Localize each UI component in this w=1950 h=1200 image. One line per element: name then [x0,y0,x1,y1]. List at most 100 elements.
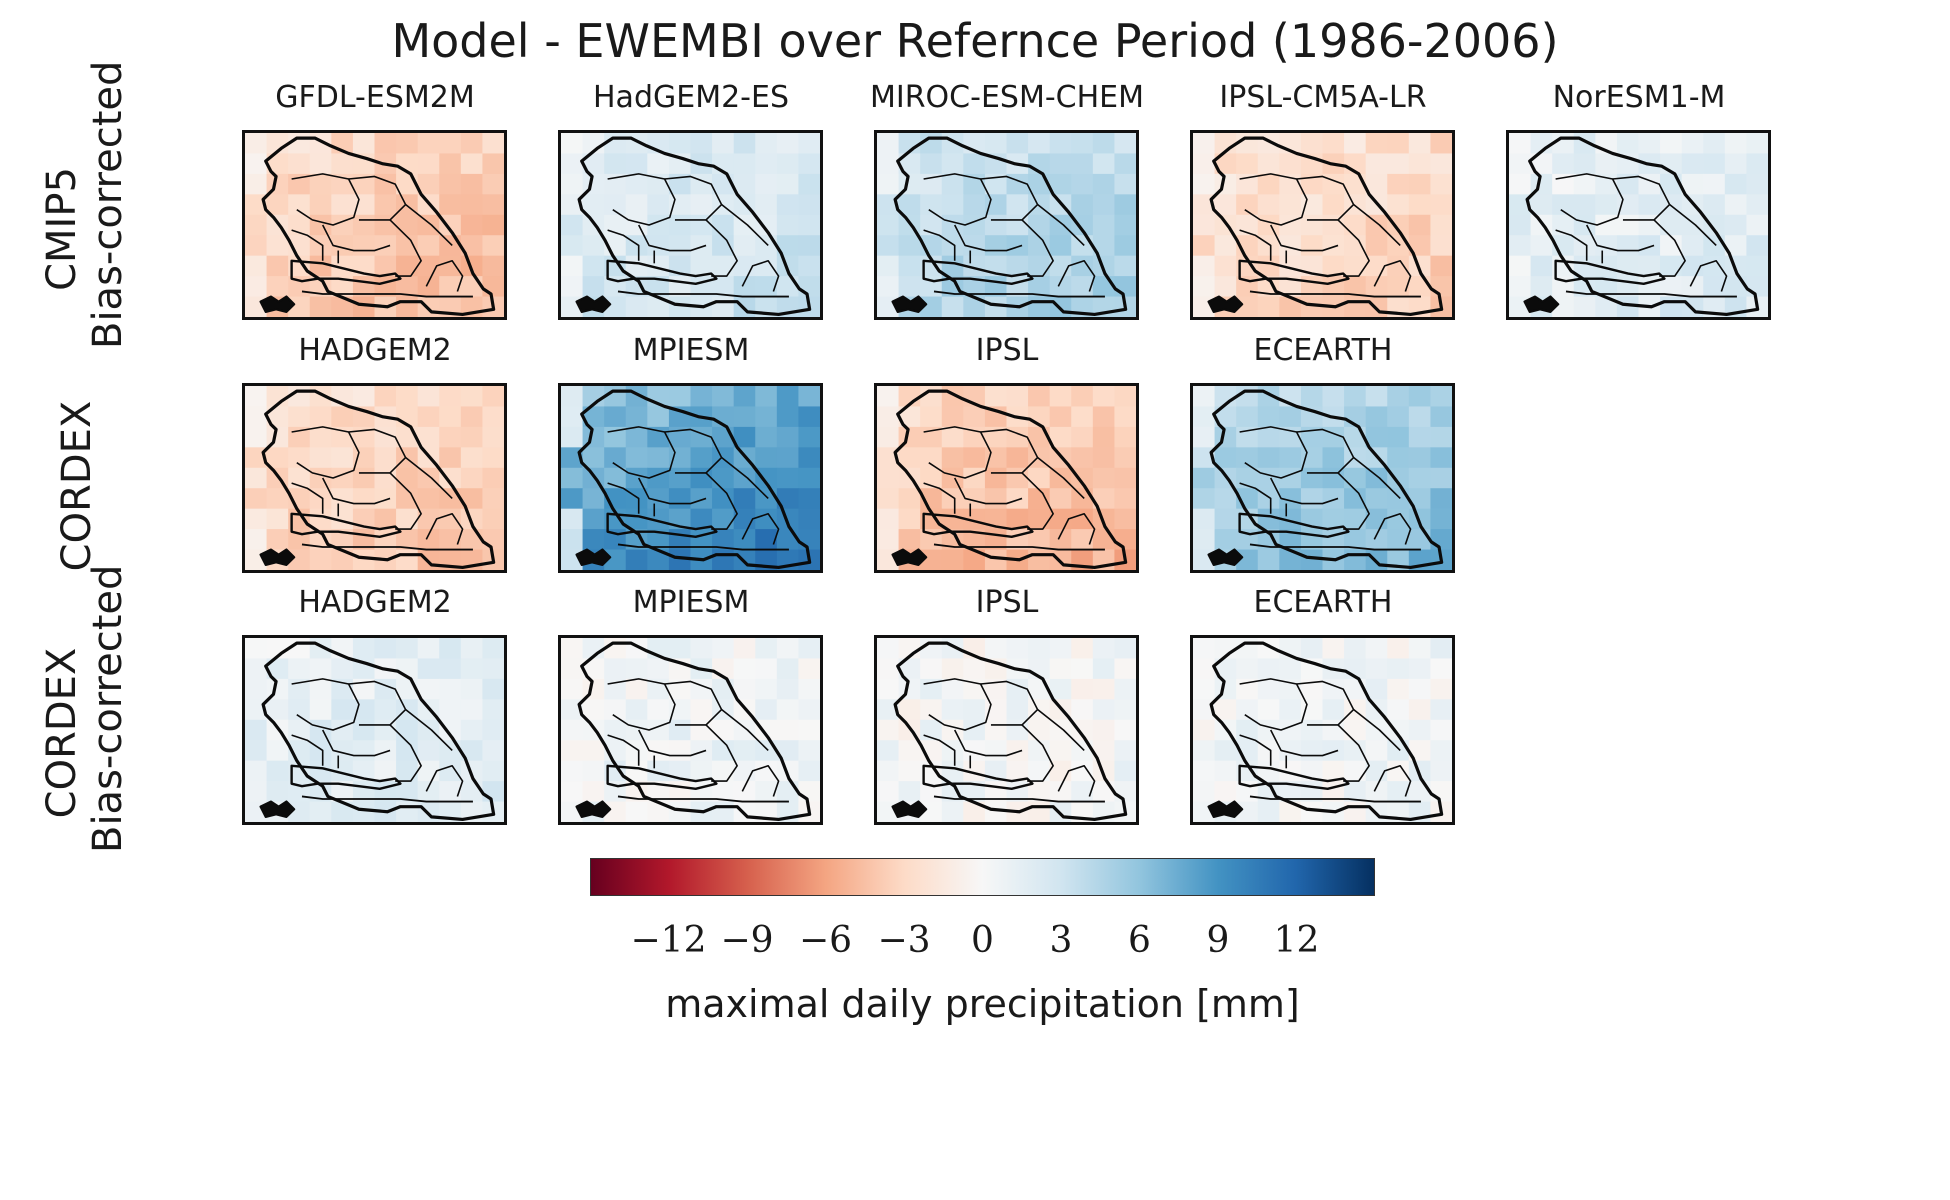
region-border [1297,681,1354,724]
grid-cell [963,296,986,317]
grid-cell [755,508,778,530]
grid-cell [561,760,584,782]
grid-cell [625,214,648,236]
grid-cell [776,508,799,530]
grid-cell [1006,719,1029,741]
region-border [406,205,453,246]
grid-cell [288,549,311,570]
grid-cell [798,447,820,469]
region-border [292,679,359,730]
panel-title: MPIESM [632,585,750,620]
grid-cell [798,255,820,277]
grid-cell [877,467,900,489]
grid-cell [1300,467,1324,489]
region-border [608,174,675,225]
grid-cell [941,508,964,530]
country-border [1211,391,1442,567]
grid-cell [245,173,268,195]
grid-cell [1092,467,1115,489]
grid-cell [1365,386,1388,407]
region-border [924,483,955,514]
grid-cell [1387,658,1410,680]
grid-cell [309,678,332,700]
grid-cell [1408,508,1431,530]
grid-cell [776,467,799,489]
grid-cell [755,153,778,175]
grid-cell [1408,406,1431,428]
grid-cell [1279,488,1302,510]
grid-cell [1071,760,1094,782]
grid-cell [561,255,584,277]
grid-cell [352,699,376,721]
grid-cell [1322,235,1345,257]
grid-cell [1509,173,1532,195]
grid-cell [1430,447,1452,469]
grid-cell [712,276,735,298]
grid-cell [1408,760,1431,782]
grid-cell [1049,235,1072,257]
region-border [1690,261,1726,292]
grid-cell [1703,133,1726,154]
grid-cell [460,467,483,489]
grid-cell [776,760,799,782]
grid-cell [482,133,504,154]
grid-cell [920,406,943,428]
grid-cell [1387,488,1410,510]
region-border [292,174,359,225]
grid-cell [604,699,627,721]
grid-cell [396,235,419,257]
map-svg [245,133,504,317]
grid-cell [1092,194,1115,216]
grid-cell [1214,276,1237,298]
grid-cell [482,214,504,236]
grid-cell [1114,699,1136,721]
grid-cell [1092,678,1115,700]
grid-cell [1071,658,1094,680]
grid-cell [396,529,419,551]
grid-cell [941,549,964,570]
grid-cell [1236,801,1259,822]
grid-cell [1595,194,1618,216]
grid-cell [1279,276,1302,298]
grid-cell [877,719,900,741]
grid-cell [1430,235,1452,257]
grid-cell [352,214,376,236]
grid-cell [417,719,440,741]
gambia-border [924,766,1033,789]
grid-cell [1257,658,1280,680]
grid-cell [1214,760,1237,782]
grid-cell [1387,467,1410,489]
grid-cell [1071,386,1094,407]
region-border [292,735,323,766]
grid-cell [245,386,268,407]
grid-cell [668,194,692,216]
grid-cell [309,760,332,782]
grid-cell [647,235,670,257]
grid-cell [1408,467,1431,489]
grid-cell [374,255,397,277]
region-border [722,458,769,499]
region-border [608,483,639,514]
grid-cell [1430,488,1452,510]
grid-cell [1616,173,1640,195]
region-border [390,220,421,276]
region-border [981,176,1038,219]
grid-cell [1703,276,1726,298]
grid-cell [1279,658,1302,680]
grid-cell [1681,133,1704,154]
grid-cell [1387,760,1410,782]
region-border [1271,730,1338,756]
grid-cell [417,386,440,407]
region-border [1240,174,1307,225]
row-label-cordex: CORDEX [54,376,100,596]
country-border [1211,643,1442,819]
gambia-border [292,766,401,789]
grid-cell [798,214,820,236]
grid-cell [561,638,584,659]
grid-cell [1114,508,1136,530]
grid-cell [798,781,820,803]
grid-cell [1660,214,1683,236]
grid-cell [1573,194,1596,216]
grid-cell [1616,133,1640,154]
region-border [426,514,462,545]
